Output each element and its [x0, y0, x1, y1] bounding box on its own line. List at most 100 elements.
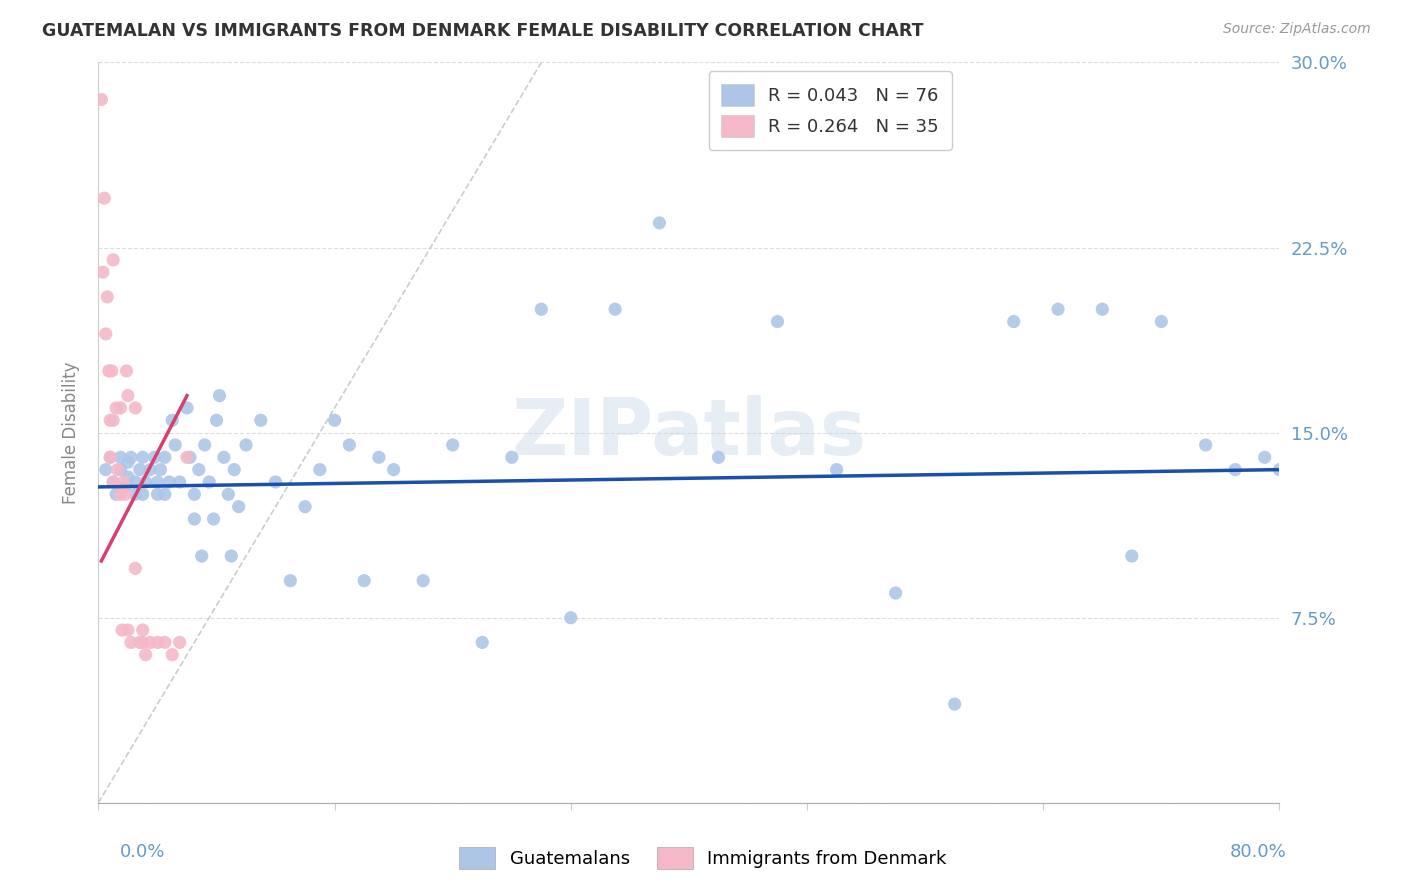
Point: [107, 462, 129, 476]
Point: [208, 388, 231, 402]
Point: [1254, 450, 1277, 465]
Point: [1150, 314, 1173, 328]
Point: [94, 462, 117, 476]
Point: [117, 470, 139, 484]
Point: [120, 450, 142, 465]
Point: [250, 413, 273, 427]
Point: [117, 623, 139, 637]
Point: [884, 586, 907, 600]
Point: [111, 623, 134, 637]
Point: [187, 462, 209, 476]
Point: [93, 191, 115, 205]
Point: [149, 462, 172, 476]
Point: [707, 450, 730, 465]
Text: 80.0%: 80.0%: [1230, 843, 1286, 861]
Point: [115, 364, 138, 378]
Point: [124, 487, 146, 501]
Point: [139, 462, 162, 476]
Point: [94, 326, 117, 341]
Point: [153, 487, 176, 501]
Point: [157, 475, 180, 489]
Point: [169, 475, 191, 489]
Point: [103, 475, 125, 489]
Point: [110, 462, 132, 476]
Point: [501, 450, 523, 465]
Point: [194, 438, 217, 452]
Point: [146, 635, 169, 649]
Point: [766, 314, 789, 328]
Point: [135, 475, 157, 489]
Point: [235, 438, 257, 452]
Point: [441, 438, 464, 452]
Point: [100, 364, 122, 378]
Point: [146, 487, 169, 501]
Text: 0.0%: 0.0%: [120, 843, 165, 861]
Point: [471, 635, 494, 649]
Point: [128, 635, 150, 649]
Point: [132, 487, 155, 501]
Point: [1195, 438, 1218, 452]
Point: [530, 302, 553, 317]
Point: [382, 462, 405, 476]
Point: [114, 487, 136, 501]
Point: [198, 475, 221, 489]
Point: [114, 480, 136, 494]
Point: [103, 252, 125, 267]
Point: [228, 500, 250, 514]
Point: [224, 462, 246, 476]
Point: [943, 697, 966, 711]
Point: [132, 450, 155, 465]
Point: [648, 216, 671, 230]
Point: [124, 401, 146, 415]
Point: [124, 561, 146, 575]
Text: Source: ZipAtlas.com: Source: ZipAtlas.com: [1223, 22, 1371, 37]
Point: [1002, 314, 1025, 328]
Point: [105, 487, 128, 501]
Point: [110, 450, 132, 465]
Point: [103, 475, 125, 489]
Point: [162, 413, 183, 427]
Point: [124, 475, 146, 489]
Point: [191, 549, 214, 563]
Point: [221, 549, 243, 563]
Point: [98, 413, 121, 427]
Point: [280, 574, 302, 588]
Point: [153, 450, 176, 465]
Text: GUATEMALAN VS IMMIGRANTS FROM DENMARK FEMALE DISABILITY CORRELATION CHART: GUATEMALAN VS IMMIGRANTS FROM DENMARK FE…: [42, 22, 924, 40]
Point: [323, 413, 346, 427]
Point: [120, 635, 142, 649]
Point: [412, 574, 434, 588]
Point: [176, 450, 198, 465]
Point: [97, 364, 120, 378]
Point: [162, 648, 183, 662]
Point: [139, 635, 162, 649]
Legend: Guatemalans, Immigrants from Denmark: Guatemalans, Immigrants from Denmark: [450, 838, 956, 879]
Point: [110, 401, 132, 415]
Point: [135, 648, 157, 662]
Point: [212, 450, 235, 465]
Point: [205, 413, 228, 427]
Point: [294, 500, 316, 514]
Point: [132, 623, 155, 637]
Point: [353, 574, 375, 588]
Point: [143, 450, 166, 465]
Point: [117, 388, 139, 402]
Point: [105, 401, 128, 415]
Point: [560, 610, 582, 624]
Point: [1225, 462, 1247, 476]
Point: [183, 487, 205, 501]
Point: [202, 512, 225, 526]
Point: [153, 635, 176, 649]
Point: [605, 302, 627, 317]
Point: [128, 462, 150, 476]
Point: [176, 401, 198, 415]
Point: [146, 475, 169, 489]
Point: [825, 462, 848, 476]
Text: ZIPatlas: ZIPatlas: [512, 394, 866, 471]
Point: [90, 92, 112, 106]
Point: [117, 455, 139, 469]
Point: [264, 475, 287, 489]
Y-axis label: Female Disability: Female Disability: [62, 361, 80, 504]
Point: [368, 450, 391, 465]
Point: [96, 290, 118, 304]
